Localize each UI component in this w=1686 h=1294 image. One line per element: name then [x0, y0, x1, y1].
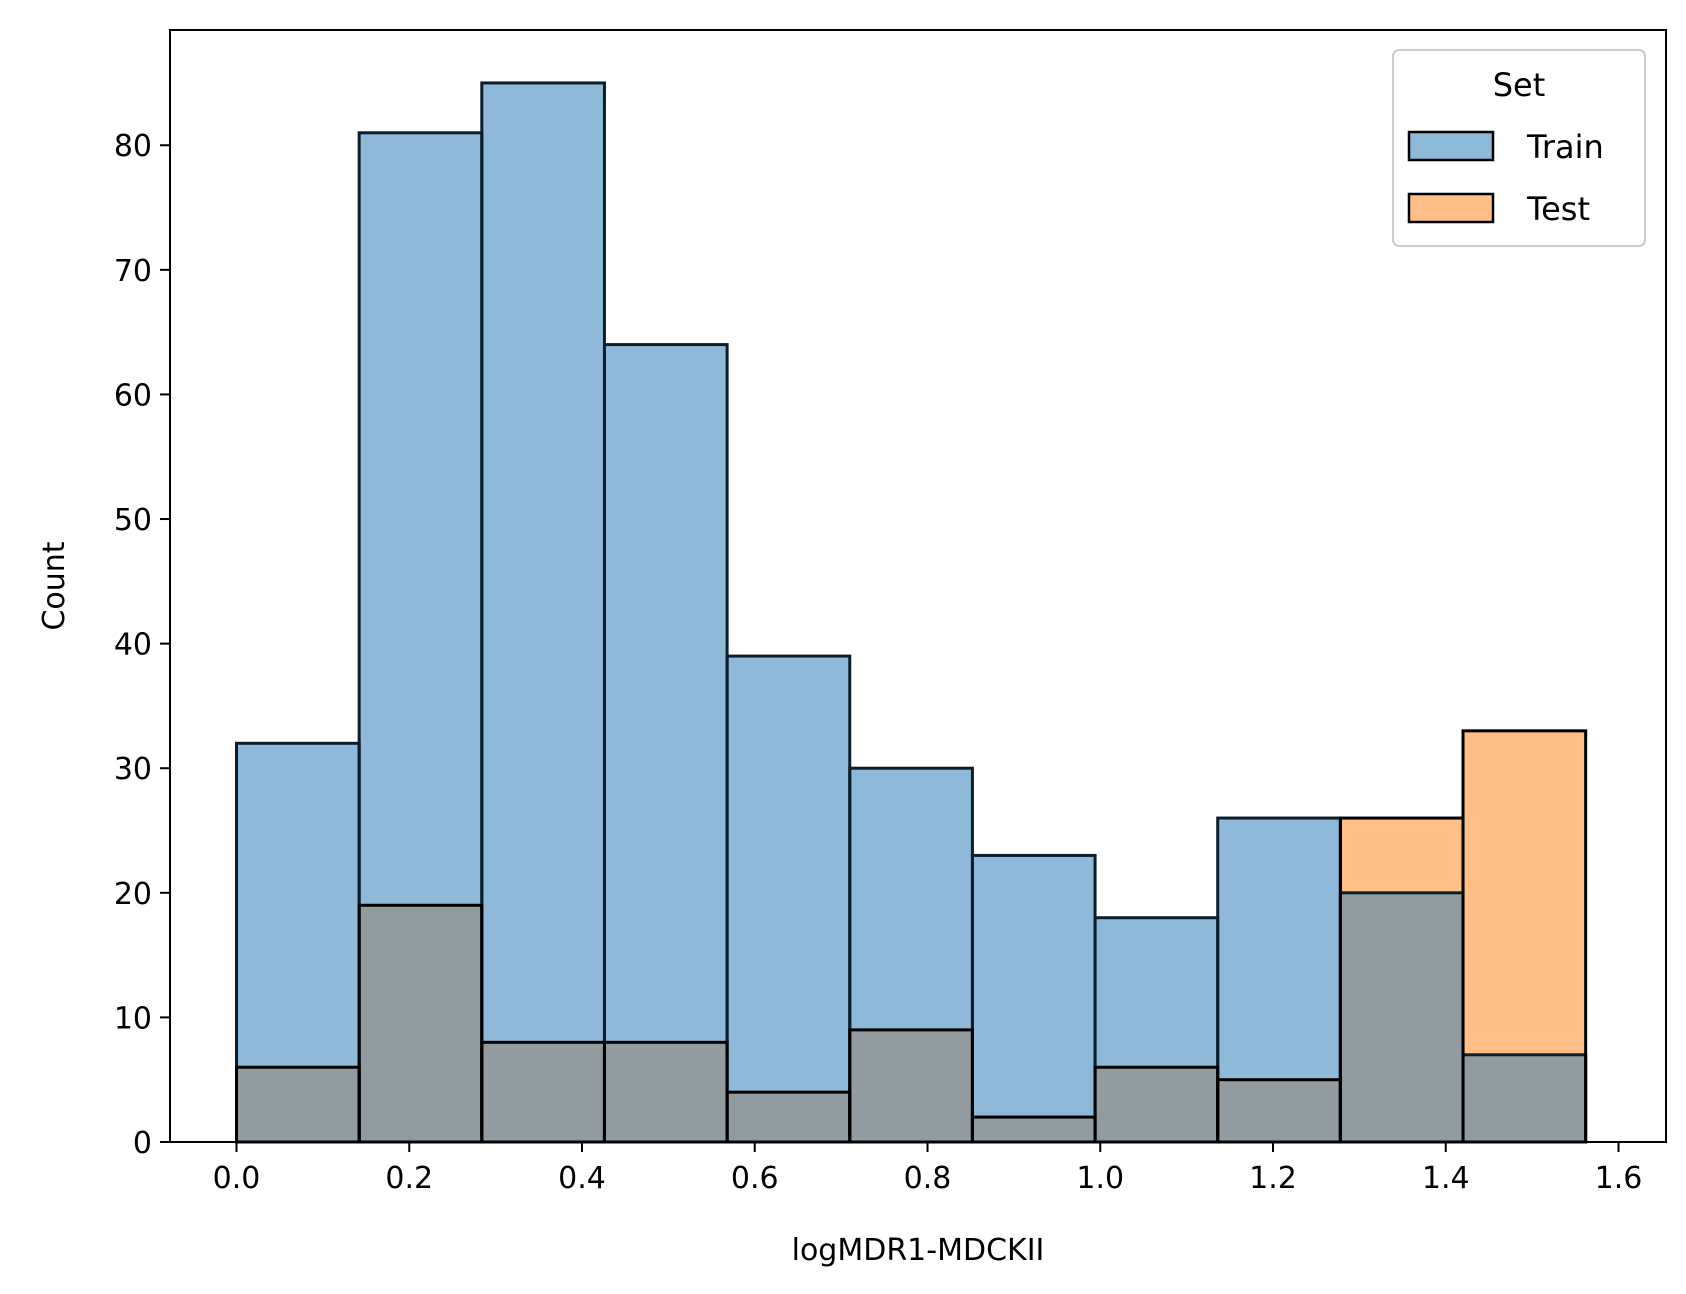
y-tick-label-8: 80 — [114, 129, 152, 164]
bar-train-3 — [604, 344, 728, 1142]
x-tick-label-0: 0.0 — [213, 1161, 261, 1196]
plot-frame — [169, 29, 1667, 1143]
bar-train-2 — [481, 82, 605, 1142]
legend-entry-test: Test — [1526, 190, 1590, 228]
x-tick-label-2: 0.4 — [558, 1161, 606, 1196]
y-tick-label-2: 20 — [114, 877, 152, 912]
legend-swatch-test — [1407, 192, 1495, 224]
y-tick-label-6: 60 — [114, 378, 152, 413]
bar-overlap-10 — [1463, 1054, 1586, 1142]
y-tick-label-7: 70 — [114, 254, 152, 289]
x-axis-label: logMDR1-MDCKII — [792, 1233, 1045, 1268]
bar-overlap-7 — [1095, 1067, 1218, 1142]
x-tick-label-7: 1.4 — [1422, 1161, 1470, 1196]
y-tick-label-3: 30 — [114, 752, 152, 787]
bar-overlap-1 — [359, 905, 482, 1142]
y-tick-label-0: 0 — [133, 1126, 152, 1161]
bar-test-excess-10 — [1463, 730, 1586, 1055]
legend: Set Train Test — [1392, 49, 1646, 247]
bar-overlap-2 — [481, 1042, 605, 1142]
legend-swatch-train — [1407, 130, 1495, 162]
bar-overlap-0 — [236, 1067, 360, 1142]
bar-overlap-3 — [604, 1042, 728, 1142]
x-tick-label-4: 0.8 — [904, 1161, 952, 1196]
bar-test-excess-9 — [1340, 818, 1464, 893]
bar-overlap-8 — [1217, 1079, 1341, 1142]
bar-overlap-6 — [972, 1117, 1096, 1142]
x-tick-label-6: 1.2 — [1249, 1161, 1297, 1196]
bar-overlap-9 — [1340, 892, 1464, 1142]
y-tick-label-4: 40 — [114, 628, 152, 663]
bars-layer — [235, 81, 1588, 1144]
x-tick-label-1: 0.2 — [385, 1161, 433, 1196]
y-tick-label-1: 10 — [114, 1001, 152, 1036]
x-tick-label-5: 1.0 — [1076, 1161, 1124, 1196]
legend-title: Set — [1493, 66, 1546, 104]
axes-layer: 0.0 0.2 0.4 0.6 0.8 1.0 1.2 1.4 1.6 0 10 20 30 40 50 60… — [114, 29, 1667, 1196]
x-tick-label-3: 0.6 — [731, 1161, 779, 1196]
legend-entry-train: Train — [1526, 128, 1604, 166]
bar-overlap-5 — [849, 1029, 973, 1142]
bar-train-6 — [972, 855, 1096, 1142]
bar-train-4 — [727, 656, 850, 1142]
y-axis-label: Count — [37, 541, 72, 630]
bar-overlap-4 — [727, 1092, 850, 1142]
x-tick-label-8: 1.6 — [1595, 1161, 1643, 1196]
y-tick-label-5: 50 — [114, 503, 152, 538]
